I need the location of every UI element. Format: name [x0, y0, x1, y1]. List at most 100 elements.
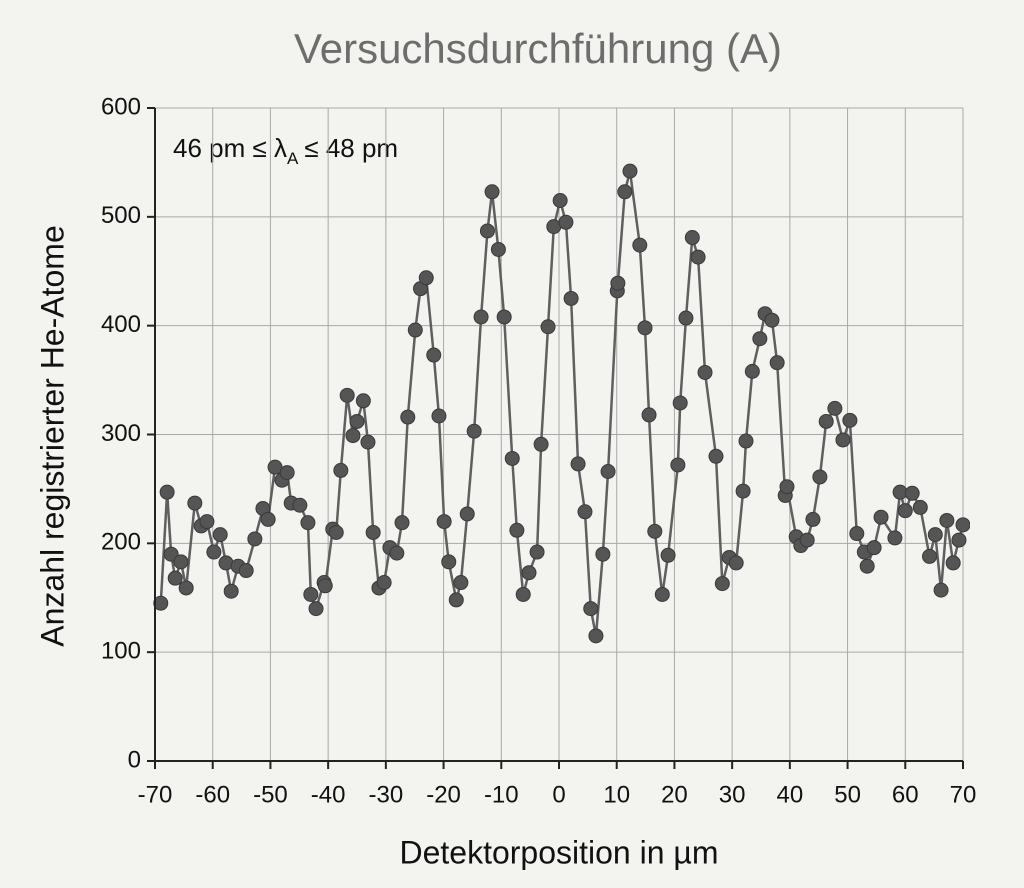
data-point — [521, 565, 537, 581]
data-point — [672, 395, 688, 411]
data-point — [533, 436, 549, 452]
data-point — [563, 290, 579, 306]
data-point — [328, 524, 344, 540]
x-tick-label: -30 — [369, 781, 404, 808]
data-point — [660, 547, 676, 563]
data-point — [714, 576, 730, 592]
x-tick-label: 70 — [950, 781, 977, 808]
data-point — [552, 193, 568, 209]
x-tick-label: 30 — [719, 781, 746, 808]
data-point — [728, 555, 744, 571]
data-point — [866, 540, 882, 556]
data-point — [376, 575, 392, 591]
axes: -70 -60 -50 -40 -30 -20 -10 0 10 20 30 40 50 60 70 0 100… — [101, 93, 976, 808]
data-point — [345, 428, 361, 444]
data-point — [764, 312, 780, 328]
data-point — [912, 499, 928, 515]
data-point — [389, 545, 405, 561]
data-point — [163, 546, 179, 562]
data-point — [744, 363, 760, 379]
data-point — [260, 511, 276, 527]
data-point — [212, 527, 228, 543]
data-point — [670, 457, 686, 473]
data-point — [459, 506, 475, 522]
data-point — [199, 514, 215, 530]
data-point — [448, 592, 464, 608]
data-point — [178, 580, 194, 596]
x-tick-label: -70 — [138, 781, 173, 808]
data-point — [827, 400, 843, 416]
data-point — [436, 514, 452, 530]
data-point — [558, 214, 574, 230]
annotation: 46 pm ≤ λA ≤ 48 pm — [173, 133, 398, 169]
data-point — [595, 546, 611, 562]
data-point — [529, 544, 545, 560]
data-point — [835, 432, 851, 448]
data-point — [339, 387, 355, 403]
data-point — [418, 270, 434, 286]
annotation-text: 46 pm ≤ λ — [173, 133, 287, 163]
x-tick-label: 40 — [777, 781, 804, 808]
data-point — [279, 465, 295, 481]
y-tick-label: 0 — [128, 746, 141, 773]
data-point — [426, 347, 442, 363]
data-point — [904, 485, 920, 501]
data-point — [206, 544, 222, 560]
data-point — [769, 355, 785, 371]
data-point — [955, 517, 970, 533]
data-point — [303, 586, 319, 602]
annotation-text: ≤ 48 pm — [304, 133, 398, 163]
data-point — [570, 456, 586, 472]
data-point — [684, 230, 700, 246]
plot-area — [153, 163, 970, 644]
data-point — [600, 464, 616, 480]
data-point — [431, 408, 447, 424]
data-point — [933, 582, 949, 598]
data-point — [812, 469, 828, 485]
x-tick-label: -10 — [484, 781, 519, 808]
data-point — [799, 532, 815, 548]
data-point — [484, 184, 500, 200]
data-point — [223, 583, 239, 599]
data-point — [479, 223, 495, 239]
data-point — [708, 448, 724, 464]
data-point — [509, 522, 525, 538]
data-point — [752, 331, 768, 347]
data-point — [466, 423, 482, 439]
data-point — [349, 413, 365, 429]
data-point — [577, 504, 593, 520]
data-point — [407, 322, 423, 338]
data-point — [922, 548, 938, 564]
data-point — [496, 309, 512, 325]
y-tick-label: 600 — [101, 93, 141, 120]
data-point — [805, 511, 821, 527]
data-point — [247, 531, 263, 547]
data-point — [697, 364, 713, 380]
data-point — [849, 526, 865, 542]
x-tick-label: 50 — [834, 781, 861, 808]
data-point — [394, 515, 410, 531]
x-tick-label: -60 — [195, 781, 230, 808]
chart-title: Versuchsdurchführung (A) — [294, 25, 782, 72]
data-point — [690, 249, 706, 265]
data-point — [647, 523, 663, 539]
data-point — [622, 163, 638, 179]
data-point — [355, 393, 371, 409]
data-point — [473, 309, 489, 325]
data-point — [490, 241, 506, 257]
annotation-subscript: A — [287, 149, 299, 168]
data-point — [308, 601, 324, 617]
data-point — [897, 503, 913, 519]
data-point — [887, 530, 903, 546]
x-tick-label: -50 — [253, 781, 288, 808]
data-point — [153, 595, 169, 611]
data-point — [632, 237, 648, 253]
data-point — [617, 184, 633, 200]
x-tick-label: -40 — [311, 781, 346, 808]
data-point — [735, 483, 751, 499]
data-point — [167, 570, 183, 586]
data-point — [945, 555, 961, 571]
data-point — [540, 319, 556, 335]
data-point — [159, 484, 175, 500]
data-point — [738, 433, 754, 449]
